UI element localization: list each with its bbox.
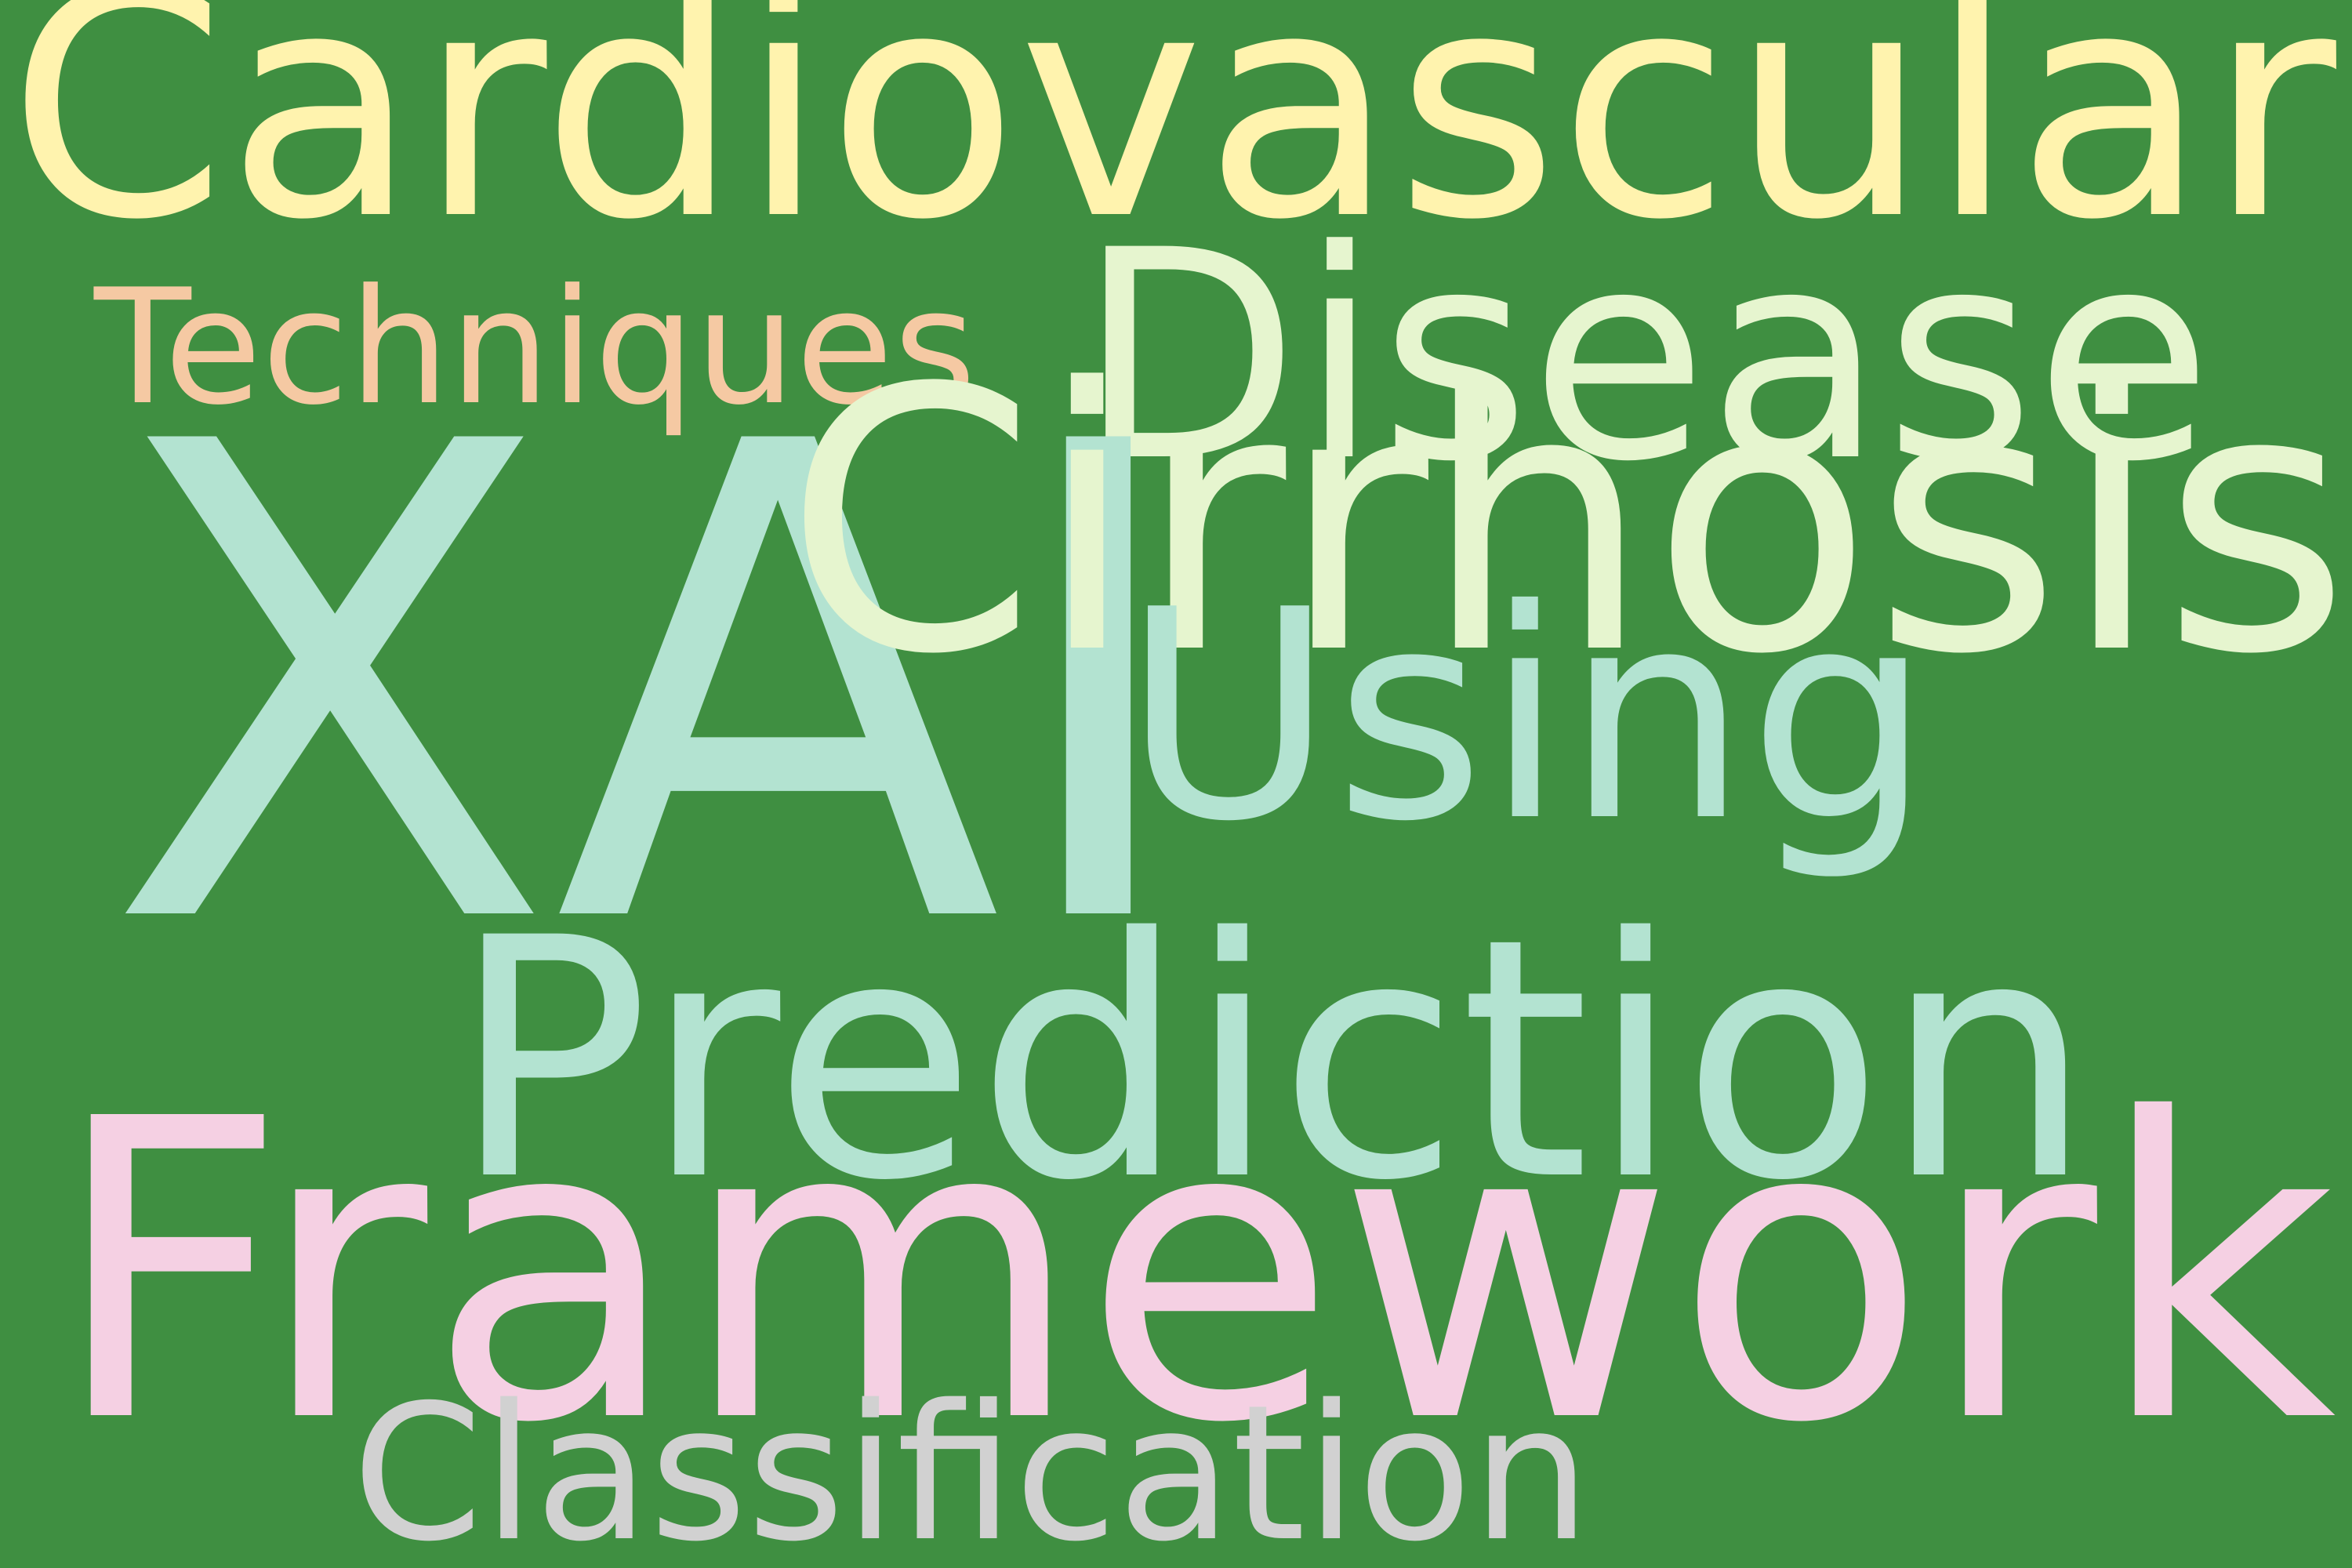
word-prediction: Prediction xyxy=(451,869,2093,1254)
word-cirrhosis: Cirrhosis xyxy=(784,312,2350,734)
word-using: Using xyxy=(1123,547,1932,884)
word-techniques: Techniques xyxy=(94,255,976,441)
word-cardiovascular: Cardiovascular xyxy=(8,0,2336,289)
word-classification: Classification xyxy=(352,1365,1591,1568)
word-framework: Framework xyxy=(50,1033,2336,1514)
word-disease: Disease xyxy=(1077,187,2212,524)
word-xai: XAI xyxy=(106,306,1195,1069)
